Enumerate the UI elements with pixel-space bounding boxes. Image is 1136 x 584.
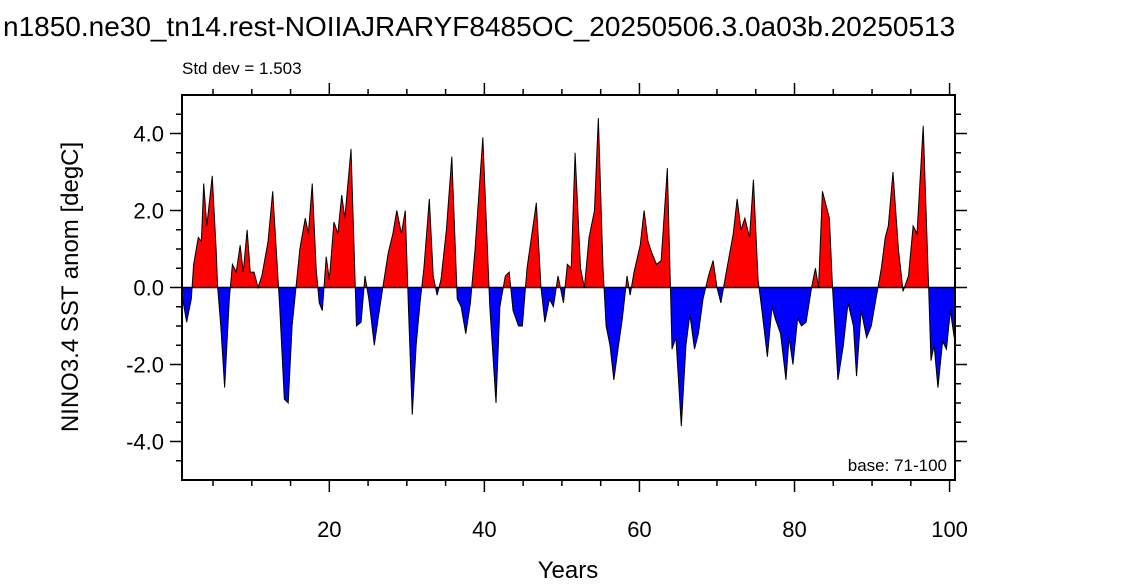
- annotation: base: 71-100: [848, 456, 947, 475]
- x-axis-label: Years: [538, 557, 599, 584]
- x-tick-label: 40: [472, 517, 496, 542]
- x-tick-label: 80: [782, 517, 806, 542]
- y-tick-label: 2.0: [133, 199, 164, 224]
- series-line: [181, 118, 955, 427]
- x-tick-label: 100: [931, 517, 968, 542]
- chart-title: n1850.ne30_tn14.rest-NOIIAJRARYF8485OC_2…: [3, 11, 955, 42]
- y-tick-label: -4.0: [126, 430, 164, 455]
- y-tick-label: 4.0: [133, 122, 164, 147]
- y-axis-label: NINO3.4 SST anom [degC]: [57, 142, 84, 432]
- negative-area: [182, 287, 955, 427]
- y-tick-label: 0.0: [133, 276, 164, 301]
- x-tick-label: 60: [627, 517, 651, 542]
- subtitle: Std dev = 1.503: [182, 59, 302, 78]
- x-tick-label: 20: [317, 517, 341, 542]
- y-tick-label: -2.0: [126, 353, 164, 378]
